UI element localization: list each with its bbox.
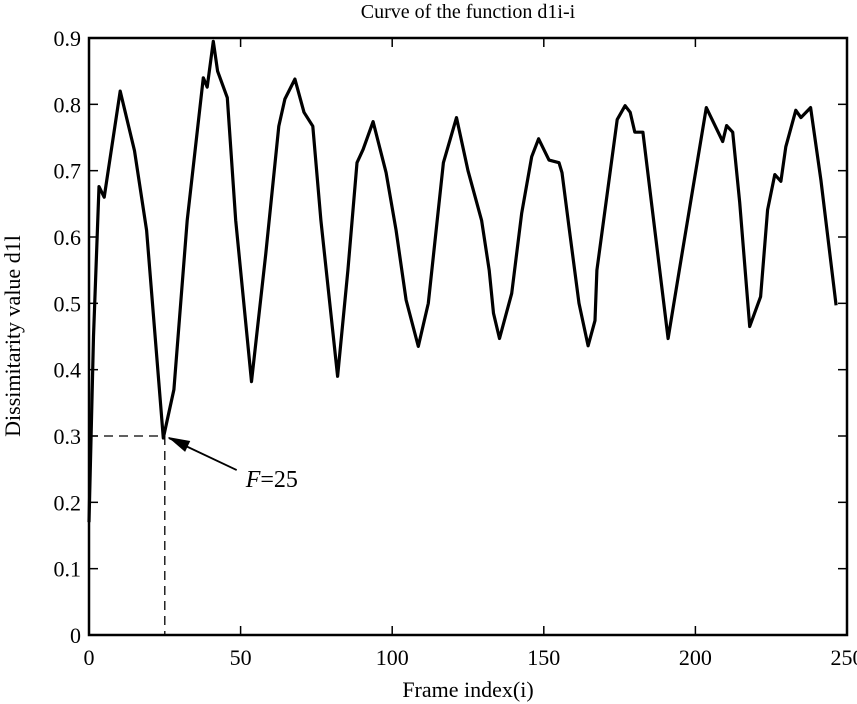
y-tick-label: 0: [70, 623, 81, 648]
y-tick-label: 0.7: [54, 159, 82, 184]
x-tick-label: 0: [84, 645, 95, 670]
plot-frame: [87, 36, 849, 637]
y-tick-label: 0.3: [54, 424, 82, 449]
y-tick-label: 0.8: [54, 92, 82, 117]
y-axis-label: Dissimitarity value d1l: [0, 235, 25, 437]
y-tick-label: 0.4: [54, 358, 82, 383]
x-tick-label: 100: [376, 645, 409, 670]
y-tick-label: 0.2: [54, 490, 82, 515]
y-tick-label: 0.9: [54, 26, 82, 51]
y-tick-label: 0.5: [54, 291, 82, 316]
x-axis-label: Frame index(i): [402, 677, 533, 702]
x-tick-label: 200: [679, 645, 712, 670]
y-tick-label: 0.6: [54, 225, 82, 250]
annotation-label: F=25: [245, 467, 298, 493]
x-tick-label: 250: [831, 645, 857, 670]
annotation-label-italic: F: [245, 467, 261, 493]
annotation-arrowhead: [167, 437, 191, 452]
x-tick-label: 150: [527, 645, 560, 670]
y-tick-label: 0.1: [54, 557, 82, 582]
x-tick-label: 50: [230, 645, 252, 670]
series-line-d1i: [87, 39, 838, 523]
chart-title: Curve of the function d1i-i: [361, 1, 576, 23]
annotation-label-value: =25: [260, 467, 298, 493]
